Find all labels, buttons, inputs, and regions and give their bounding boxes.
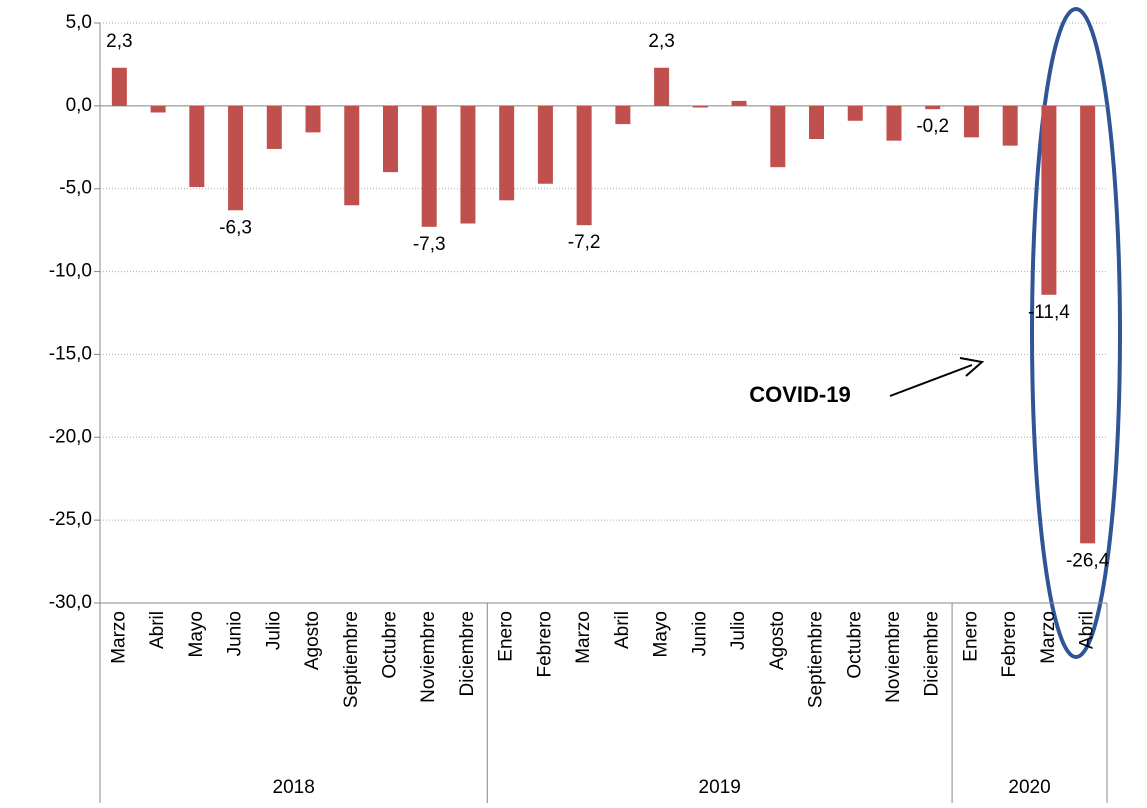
bar: [150, 105, 166, 113]
bar: [1080, 105, 1096, 544]
bar: [305, 105, 321, 133]
x-tick-label: Marzo: [573, 611, 594, 664]
bar: [809, 105, 825, 139]
x-group-label: 2019: [699, 777, 741, 798]
bar: [963, 105, 979, 138]
x-tick-label: Agosto: [767, 611, 788, 670]
x-tick-label: Abril: [1077, 611, 1098, 649]
x-tick-label: Julio: [263, 611, 284, 650]
bar: [111, 67, 127, 106]
value-label: 2,3: [106, 31, 132, 52]
value-label: -11,4: [1028, 302, 1070, 323]
bar: [421, 105, 437, 227]
bar: [770, 105, 786, 168]
y-tick-label: -30,0: [49, 592, 92, 613]
x-tick-label: Septiembre: [341, 611, 362, 708]
annotation: COVID-19: [749, 382, 850, 407]
bar: [886, 105, 902, 141]
x-tick-label: Febrero: [999, 611, 1020, 678]
y-tick-label: -20,0: [49, 426, 92, 447]
annotation-arrow: [889, 364, 973, 397]
bar: [1041, 105, 1057, 295]
x-tick-label: Noviembre: [883, 611, 904, 703]
annotation-arrowhead: [959, 357, 985, 377]
x-tick-label: Diciembre: [457, 611, 478, 697]
value-label: -26,4: [1066, 550, 1110, 571]
x-tick-label: Enero: [960, 611, 981, 662]
value-label: -7,3: [413, 234, 446, 255]
value-label: -6,3: [219, 217, 252, 238]
bar: [925, 105, 941, 110]
x-tick-label: Diciembre: [922, 611, 943, 697]
x-group-label: 2018: [273, 777, 315, 798]
bar: [344, 105, 360, 206]
x-tick-label: Junio: [689, 611, 710, 656]
bar: [615, 105, 631, 125]
value-label: -0,2: [916, 116, 949, 137]
x-tick-label: Junio: [225, 611, 246, 656]
bar: [382, 105, 398, 173]
bar: [847, 105, 863, 121]
x-tick-label: Septiembre: [806, 611, 827, 708]
bar: [692, 105, 708, 108]
bar: [499, 105, 515, 201]
bar: [537, 105, 553, 184]
x-tick-label: Octubre: [379, 611, 400, 679]
bar: [654, 67, 670, 106]
x-group-label: 2020: [1008, 777, 1050, 798]
x-tick-label: Noviembre: [418, 611, 439, 703]
x-tick-label: Abril: [612, 611, 633, 649]
x-tick-label: Mayo: [186, 611, 207, 657]
bar: [228, 105, 244, 211]
y-tick-label: -10,0: [49, 261, 92, 282]
y-tick-label: -5,0: [59, 178, 92, 199]
x-tick-label: Agosto: [302, 611, 323, 670]
x-tick-label: Julio: [728, 611, 749, 650]
value-label: 2,3: [648, 31, 674, 52]
x-tick-label: Febrero: [534, 611, 555, 678]
y-tick-label: -25,0: [49, 509, 92, 530]
bar: [731, 100, 747, 106]
y-tick-label: 5,0: [66, 12, 92, 33]
x-tick-label: Mayo: [651, 611, 672, 657]
x-tick-label: Marzo: [1038, 611, 1059, 664]
bar: [189, 105, 205, 188]
bar: [266, 105, 282, 149]
x-tick-label: Enero: [496, 611, 517, 662]
bar: [1002, 105, 1018, 146]
y-tick-label: -15,0: [49, 343, 92, 364]
x-tick-label: Marzo: [108, 611, 129, 664]
x-tick-label: Octubre: [844, 611, 865, 679]
y-tick-label: 0,0: [66, 95, 92, 116]
highlight-ellipse: [1030, 7, 1122, 659]
bar: [576, 105, 592, 226]
bar: [460, 105, 476, 224]
value-label: -7,2: [568, 232, 601, 253]
x-tick-label: Abril: [147, 611, 168, 649]
